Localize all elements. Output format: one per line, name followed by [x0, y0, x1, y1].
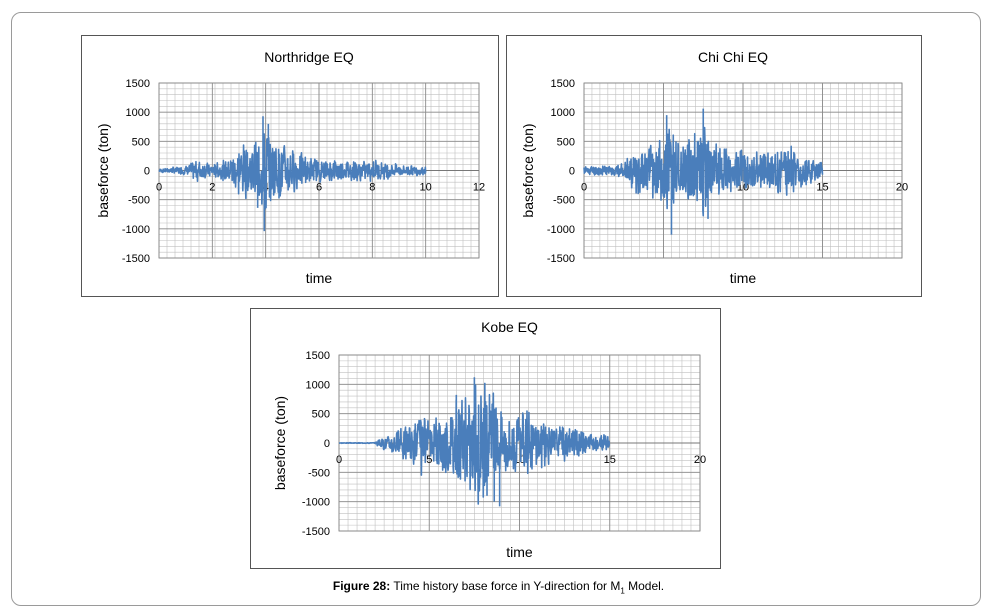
kobe-y-axis-label: baseforce (ton) — [272, 396, 288, 490]
chichi-ytick-label: -500 — [553, 195, 575, 207]
kobe-ytick-label: -1500 — [302, 526, 330, 538]
chichi-ytick-label: 1500 — [551, 78, 575, 90]
chichi-ytick-label: 500 — [557, 136, 575, 148]
northridge-xtick-label: 0 — [156, 182, 162, 194]
kobe-ytick-label: -500 — [308, 467, 330, 479]
chichi-ytick-label: 1000 — [551, 107, 575, 119]
northridge-series-line — [158, 116, 427, 232]
figure-caption: Figure 28: Time history base force in Y-… — [0, 579, 997, 595]
kobe-ytick-label: 1500 — [306, 350, 330, 362]
chichi-ytick-label: -1500 — [547, 253, 575, 265]
northridge-y-axis-label: baseforce (ton) — [95, 123, 111, 217]
northridge-xtick-label: 8 — [369, 182, 375, 194]
northridge-ytick-label: -500 — [128, 195, 150, 207]
chichi-x-axis-label: time — [730, 270, 757, 286]
northridge-chart-panel: 1500 1000 500 0 -500 -1000 -1500 0 2 4 6 8 10 12 North… — [81, 35, 499, 297]
kobe-xtick-label: 20 — [694, 454, 706, 466]
northridge-xtick-label: 6 — [316, 182, 322, 194]
chichi-y-axis-label: baseforce (ton) — [520, 123, 536, 217]
kobe-series-line — [338, 377, 611, 507]
northridge-xtick-label: 12 — [473, 182, 485, 194]
northridge-ytick-label: 500 — [132, 136, 150, 148]
kobe-xtick-label: 5 — [426, 454, 432, 466]
northridge-ytick-label: -1500 — [122, 253, 150, 265]
northridge-ytick-label: 1500 — [126, 78, 150, 90]
northridge-ytick-label: 0 — [144, 166, 150, 178]
northridge-x-axis-label: time — [306, 270, 333, 286]
chichi-series-line — [583, 108, 824, 235]
chichi-title: Chi Chi EQ — [698, 49, 768, 65]
kobe-chart-panel: 1500 1000 500 0 -500 -1000 -1500 0 5 10 15 20 Kobe E… — [250, 308, 721, 569]
caption-text: Time history base force in Y-direction f… — [393, 579, 621, 593]
chichi-ytick-label: 0 — [569, 166, 575, 178]
chichi-xtick-label: 20 — [896, 182, 908, 194]
kobe-ytick-label: 500 — [312, 409, 330, 421]
kobe-ytick-label: 1000 — [306, 379, 330, 391]
chichi-xtick-label: 0 — [581, 182, 587, 194]
kobe-title: Kobe EQ — [481, 319, 538, 335]
caption-label: Figure 28: — [332, 579, 391, 593]
caption-text-post: Model. — [624, 579, 665, 593]
kobe-xtick-label: 0 — [336, 454, 342, 466]
northridge-ytick-label: 1000 — [126, 107, 150, 119]
caption-subscript: 1 — [620, 586, 625, 596]
chichi-ytick-label: -1000 — [547, 224, 575, 236]
northridge-xtick-label: 2 — [209, 182, 215, 194]
northridge-title: Northridge EQ — [264, 49, 354, 65]
kobe-ytick-label: -1000 — [302, 497, 330, 509]
northridge-xtick-label: 10 — [420, 182, 432, 194]
kobe-ytick-label: 0 — [324, 438, 330, 450]
kobe-xtick-label: 15 — [604, 454, 616, 466]
chichi-xtick-label: 15 — [816, 182, 828, 194]
kobe-x-axis-label: time — [506, 544, 533, 560]
chichi-chart-panel: 1500 1000 500 0 -500 -1000 -1500 0 5 10 15 20 Chi Ch… — [506, 35, 922, 297]
northridge-ytick-label: -1000 — [122, 224, 150, 236]
